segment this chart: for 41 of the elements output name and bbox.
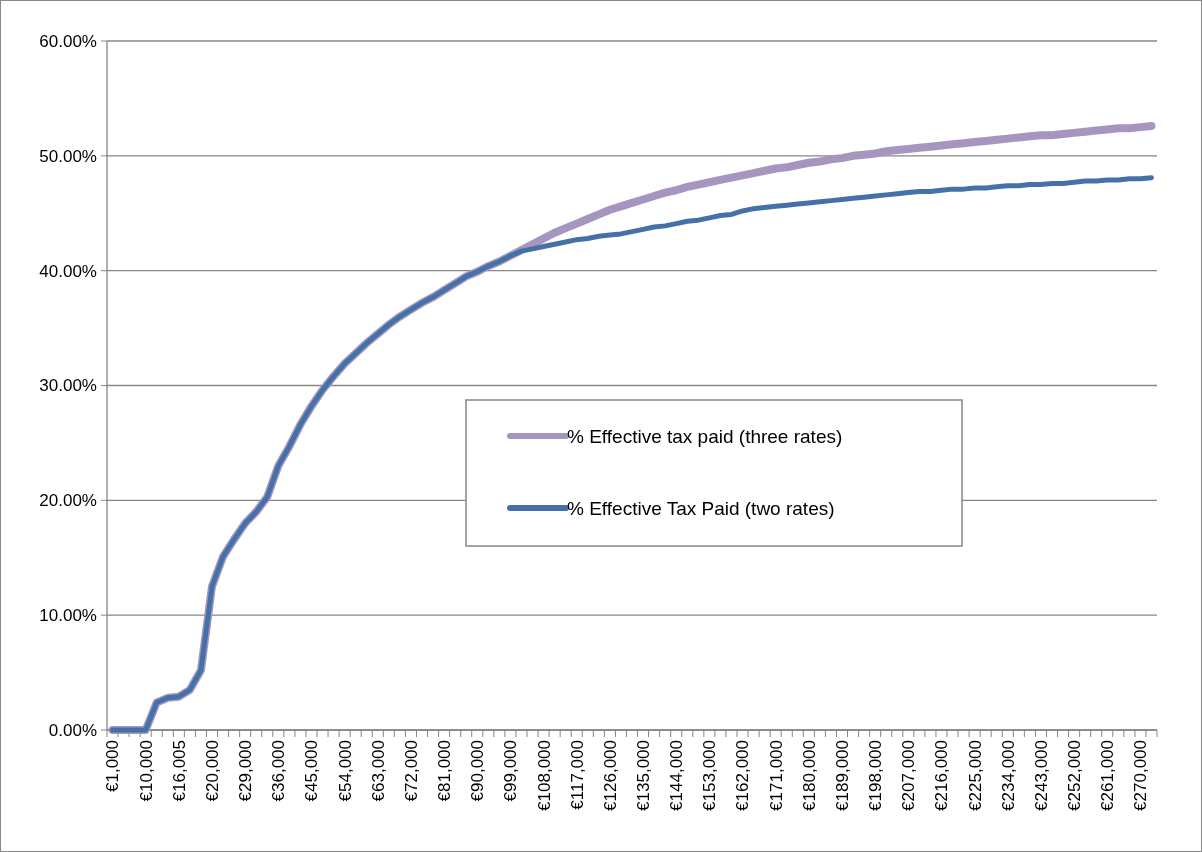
x-tick-label: €63,000 [368, 740, 388, 802]
x-tick-label: €243,000 [1031, 740, 1051, 811]
x-tick-label: €29,000 [236, 740, 256, 802]
y-tick-label: 60.00% [39, 31, 97, 51]
x-tick-label: €270,000 [1131, 740, 1151, 811]
x-tick-label: €153,000 [700, 740, 720, 811]
y-tick-label: 40.00% [39, 261, 97, 281]
x-tick-label: €234,000 [998, 740, 1018, 811]
x-tick-label: €252,000 [1065, 740, 1085, 811]
x-tick-label: €54,000 [335, 740, 355, 802]
x-tick-label: €126,000 [600, 740, 620, 811]
x-tick-label: €1,000 [103, 740, 123, 792]
x-tick-label: €90,000 [468, 740, 488, 802]
x-tick-label: €162,000 [733, 740, 753, 811]
y-tick-label: 20.00% [39, 491, 97, 511]
x-tick-label: €45,000 [302, 740, 322, 802]
x-tick-label: €261,000 [1098, 740, 1118, 811]
x-tick-label: €189,000 [832, 740, 852, 811]
x-tick-label: €16,005 [169, 740, 189, 802]
x-tick-label: €180,000 [799, 740, 819, 811]
x-tick-label: €225,000 [965, 740, 985, 811]
x-tick-label: €144,000 [667, 740, 687, 811]
x-tick-label: €171,000 [766, 740, 786, 811]
y-tick-label: 50.00% [39, 146, 97, 166]
x-tick-label: €135,000 [634, 740, 653, 811]
x-tick-label: €36,000 [269, 740, 289, 802]
x-tick-label: €99,000 [501, 740, 521, 802]
x-tick-label: €10,000 [136, 740, 156, 802]
x-tick-label: €20,000 [202, 740, 222, 802]
y-tick-label: 10.00% [39, 606, 97, 626]
x-tick-label: €72,000 [401, 740, 421, 802]
y-tick-label: 30.00% [39, 376, 97, 396]
x-tick-label: €207,000 [899, 740, 919, 811]
y-tick-label: 0.00% [48, 720, 97, 740]
x-tick-label: €198,000 [866, 740, 886, 811]
x-tick-label: €117,000 [567, 740, 587, 810]
x-tick-label: €216,000 [932, 740, 952, 811]
legend-label: % Effective tax paid (three rates) [567, 425, 843, 447]
legend-label: % Effective Tax Paid (two rates) [567, 497, 835, 519]
x-tick-label: €108,000 [534, 740, 554, 811]
x-tick-label: €81,000 [435, 740, 455, 802]
